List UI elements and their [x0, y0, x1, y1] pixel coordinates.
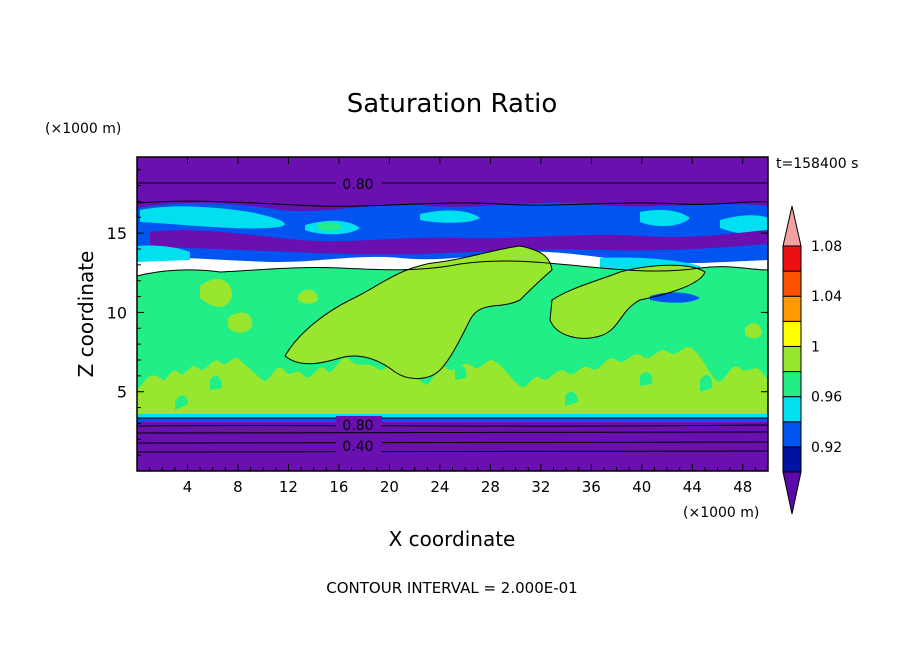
x-tick-label: 28 [481, 478, 500, 496]
contour-plot-area [137, 157, 768, 471]
cloud-patch-lightgreen [298, 289, 318, 304]
cloud-gap-green [700, 374, 713, 392]
colorbar-swatch [782, 270, 802, 297]
x-tick-label: 12 [279, 478, 298, 496]
contour-lines [137, 182, 768, 453]
contour-label: 0.40 [342, 439, 373, 455]
y-axis: 5 10 15 [107, 169, 768, 456]
x-axis-title: X coordinate [389, 527, 516, 551]
cloud-patch-lightgreen [228, 312, 253, 333]
x-tick-label: 16 [329, 478, 348, 496]
x-tick-label: 24 [430, 478, 449, 496]
upper-cyan-patch [140, 206, 285, 229]
colorbar-swatch [782, 320, 802, 347]
contour-label: 0.80 [342, 418, 373, 434]
x-tick-label: 8 [233, 478, 243, 496]
y-tick-label: 15 [107, 224, 127, 243]
upper-greenish-patch [318, 221, 342, 231]
cloud-patch-lightgreen [200, 279, 232, 307]
x-tick-label: 20 [380, 478, 399, 496]
colorbar-swatch [782, 245, 802, 272]
lower-purple-layer [137, 422, 768, 471]
colorbar-swatch [782, 371, 802, 398]
y-axis-title: Z coordinate [74, 251, 98, 378]
time-label: t=158400 s [776, 156, 858, 172]
x-tick-label: 40 [632, 478, 651, 496]
colorbar-swatch [782, 396, 802, 423]
lower-cyan-edge [137, 414, 768, 419]
cloud-gap-green [210, 375, 222, 390]
cloud-patch-lightgreen [745, 323, 762, 339]
chart-title: Saturation Ratio [347, 89, 558, 119]
colorbar-swatch [782, 446, 802, 473]
colorbar-label: 1 [811, 339, 820, 355]
colorbar: 0.92 0.96 1 1.04 1.08 [782, 205, 842, 515]
y-tick-label: 10 [107, 303, 127, 322]
upper-cyan-edge [137, 245, 190, 262]
colorbar-max-arrow [782, 205, 802, 247]
cloud-patch-lightgreen [285, 246, 552, 379]
x-tick-label: 32 [531, 478, 550, 496]
upper-cyan-patch [720, 215, 768, 236]
upper-cyan-patch [420, 210, 480, 223]
contour-interval-label: CONTOUR INTERVAL = 2.000E-01 [326, 579, 577, 597]
colorbar-min-arrow [782, 471, 802, 515]
x-tick-label: 4 [183, 478, 193, 496]
x-unit-label: (×1000 m) [683, 505, 759, 521]
x-tick-label: 36 [582, 478, 601, 496]
colorbar-label: 0.92 [811, 440, 842, 456]
colorbar-swatch [782, 295, 802, 322]
x-tick-label: 44 [683, 478, 702, 496]
cloud-gap-green [175, 395, 188, 410]
colorbar-label: 1.04 [811, 289, 842, 305]
upper-purple-stripe [150, 230, 768, 255]
colorbar-label: 0.96 [811, 390, 842, 406]
colorbar-swatch [782, 345, 802, 373]
cloud-gap-green [640, 371, 653, 386]
x-axis: 4 8 12 16 20 24 28 32 36 40 44 48 [149, 157, 756, 496]
upper-cyan-patch [640, 210, 690, 227]
cloud-gap-green [455, 365, 467, 380]
y-tick-label: 5 [117, 383, 127, 402]
contour-label: 0.80 [342, 177, 373, 193]
cloud-plumes-lightgreen [137, 347, 768, 418]
cloud-gap-green [565, 391, 578, 406]
colorbar-swatch [782, 421, 802, 448]
x-tick-label: 48 [733, 478, 752, 496]
colorbar-label: 1.08 [811, 239, 842, 255]
y-unit-label: (×1000 m) [45, 121, 121, 137]
